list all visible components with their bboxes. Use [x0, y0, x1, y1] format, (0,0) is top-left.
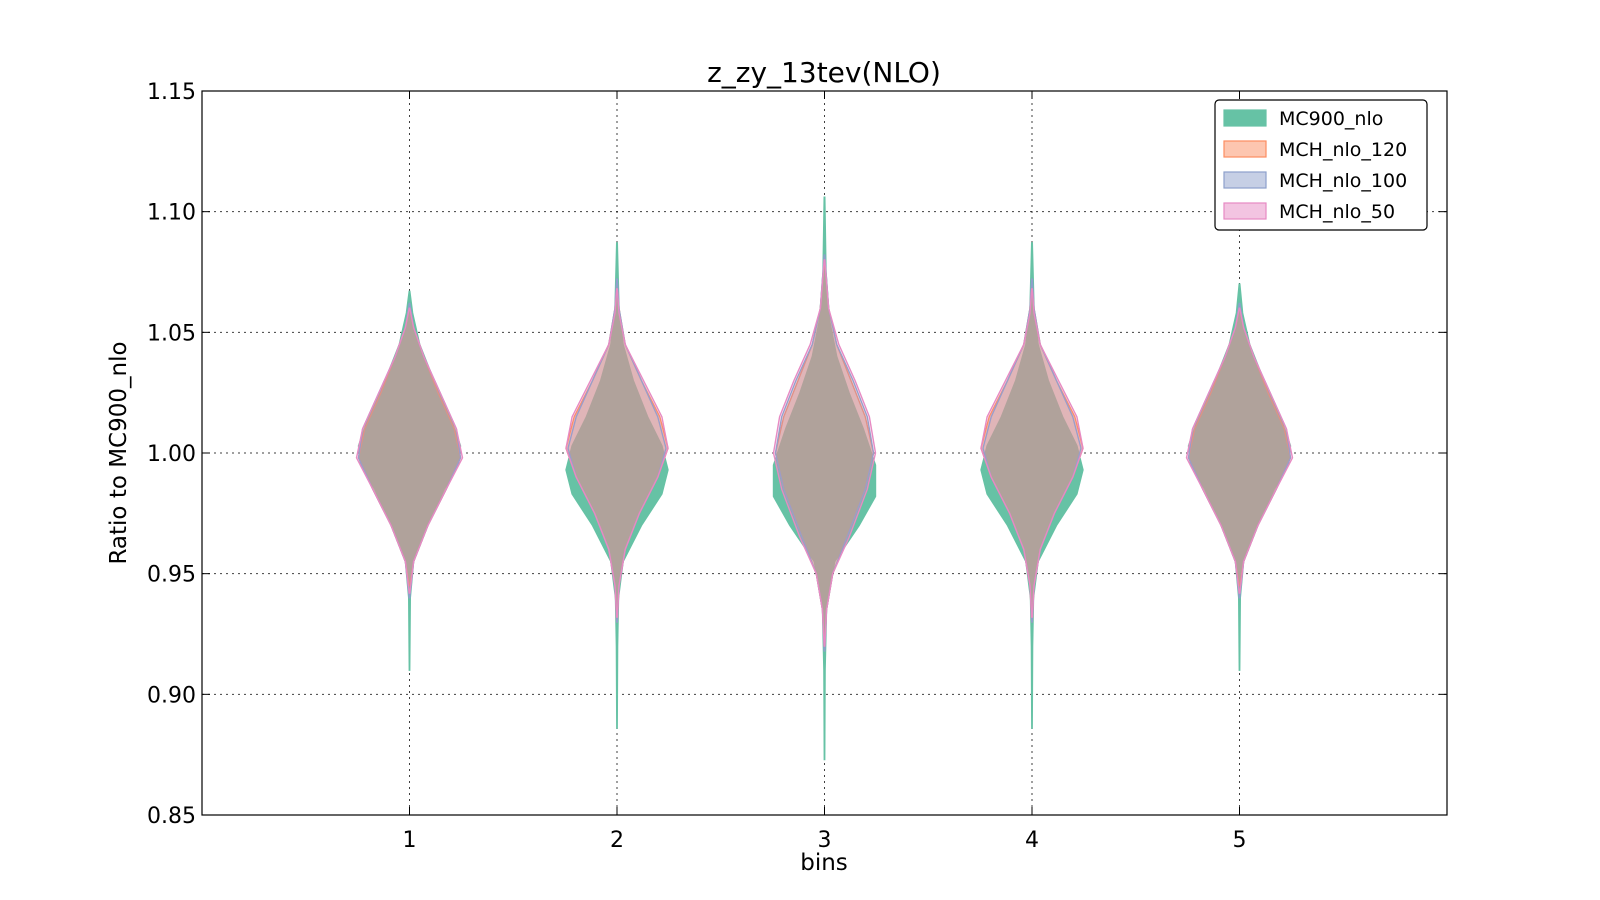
- y-tick-label: 1.10: [147, 201, 196, 226]
- x-tick-label: 5: [1233, 828, 1247, 853]
- y-tick-label: 0.90: [147, 683, 196, 708]
- legend: MC900_nlo MCH_nlo_120 MCH_nlo_100 MCH_nlo_5…: [1214, 99, 1428, 231]
- x-tick-label: 1: [403, 828, 417, 853]
- axis-ticks: 1 2 3 4 5 0.85 0.90 0.95 1.00 1.05 1.10 1.15: [147, 80, 1447, 853]
- violin-MCH_nlo_50-bin-5: [1185, 307, 1294, 594]
- x-tick-label: 3: [818, 828, 832, 853]
- legend-label-MC900_nlo: MC900_nlo: [1279, 108, 1383, 130]
- y-tick-label: 1.05: [147, 321, 196, 346]
- y-axis-label: Ratio to MC900_nlo: [106, 341, 132, 564]
- violin-MCH_nlo_50-bin-2: [565, 288, 669, 618]
- legend-swatch-MCH_nlo_120: [1223, 140, 1267, 158]
- legend-swatch-MCH_nlo_50: [1223, 202, 1267, 220]
- violin-MCH_nlo_50-bin-3: [772, 259, 877, 647]
- x-axis-label: bins: [800, 850, 848, 876]
- legend-label-MCH_nlo_100: MCH_nlo_100: [1279, 170, 1407, 192]
- x-tick-label: 2: [610, 828, 624, 853]
- violin-MCH_nlo_50-bin-1: [355, 307, 464, 594]
- violin-MCH_nlo_50-bin-4: [980, 288, 1084, 618]
- series-MCH_nlo_50: [355, 259, 1294, 647]
- x-tick-label: 4: [1025, 828, 1039, 853]
- violin-marks: [355, 196, 1294, 761]
- y-tick-label: 1.15: [147, 80, 196, 105]
- y-tick-label: 0.85: [147, 804, 196, 829]
- legend-label-MCH_nlo_50: MCH_nlo_50: [1279, 201, 1395, 223]
- legend-label-MCH_nlo_120: MCH_nlo_120: [1279, 139, 1407, 161]
- violin-MCH_nlo_100-bin-3: [774, 254, 875, 652]
- legend-swatch-MCH_nlo_100: [1223, 171, 1267, 189]
- legend-box: [1214, 99, 1428, 231]
- chart-title: z_zy_13tev(NLO): [707, 56, 941, 89]
- legend-swatch-MC900_nlo: [1223, 109, 1267, 127]
- y-tick-label: 1.00: [147, 442, 196, 467]
- y-tick-label: 0.95: [147, 563, 196, 588]
